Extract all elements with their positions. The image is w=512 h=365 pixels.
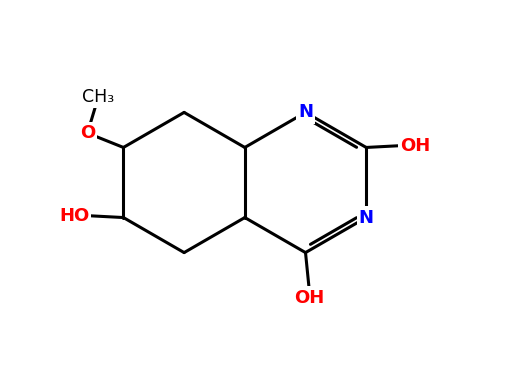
Text: O: O [80, 124, 95, 142]
Text: CH₃: CH₃ [82, 88, 114, 106]
Text: OH: OH [294, 289, 324, 307]
Text: N: N [359, 208, 374, 227]
Text: N: N [298, 103, 313, 122]
Text: HO: HO [59, 207, 89, 225]
Text: OH: OH [400, 137, 431, 155]
